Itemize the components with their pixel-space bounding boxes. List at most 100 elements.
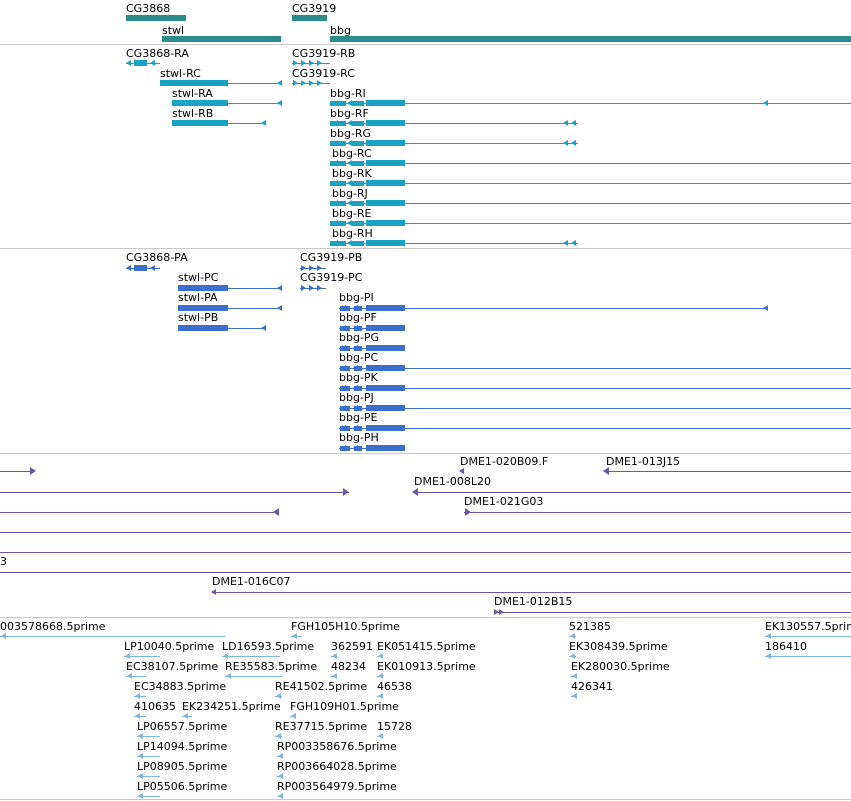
- exon-block[interactable]: [172, 100, 228, 106]
- feature-label: FGH109H01.5prime: [290, 700, 399, 713]
- exon-block[interactable]: [366, 200, 405, 206]
- exon-block[interactable]: [352, 120, 364, 126]
- exon-block[interactable]: [330, 200, 346, 206]
- exon-block[interactable]: [352, 240, 364, 246]
- exon-block[interactable]: [330, 240, 346, 246]
- left-arrow-icon: [347, 180, 352, 186]
- exon-block[interactable]: [352, 200, 364, 206]
- left-arrow-icon: [378, 673, 383, 679]
- exon-block[interactable]: [354, 445, 362, 451]
- intron-line: [330, 103, 851, 104]
- exon-block[interactable]: [160, 80, 228, 86]
- exon-block[interactable]: [178, 285, 228, 291]
- feature-label: bbg-PI: [339, 291, 374, 304]
- exon-block[interactable]: [366, 365, 405, 371]
- right-arrow-icon: [499, 609, 504, 615]
- exon-block[interactable]: [366, 305, 405, 311]
- left-arrow-icon: [291, 713, 296, 719]
- exon-block[interactable]: [126, 15, 186, 21]
- exon-block[interactable]: [366, 100, 405, 106]
- left-arrow-icon: [570, 633, 575, 639]
- exon-block[interactable]: [354, 365, 362, 371]
- exon-block[interactable]: [354, 425, 362, 431]
- left-arrow-icon: [571, 240, 576, 246]
- intron-line: [414, 492, 851, 493]
- feature-label: 15728: [377, 720, 412, 733]
- exon-block[interactable]: [366, 405, 405, 411]
- left-arrow-icon: [277, 100, 282, 106]
- feature-label: LP06557.5prime: [137, 720, 228, 733]
- exon-block[interactable]: [366, 385, 405, 391]
- left-arrow-icon: [333, 200, 338, 206]
- exon-block[interactable]: [330, 36, 851, 42]
- exon-block[interactable]: [330, 100, 346, 106]
- right-arrow-icon: [343, 488, 349, 496]
- exon-block[interactable]: [366, 160, 405, 166]
- exon-block[interactable]: [366, 240, 405, 246]
- exon-block[interactable]: [330, 120, 346, 126]
- left-arrow-icon: [766, 653, 771, 659]
- left-arrow-icon: [138, 753, 143, 759]
- exon-block[interactable]: [366, 425, 405, 431]
- exon-block[interactable]: [352, 220, 364, 226]
- exon-block[interactable]: [162, 36, 281, 42]
- exon-block[interactable]: [172, 120, 228, 126]
- left-arrow-icon: [572, 673, 577, 679]
- feature-label: bbg-PH: [339, 431, 379, 444]
- left-arrow-icon: [278, 773, 283, 779]
- left-arrow-icon: [341, 445, 346, 451]
- track-separator: [0, 453, 851, 454]
- left-arrow-icon: [378, 653, 383, 659]
- intron-line: [225, 676, 282, 677]
- intron-line: [212, 592, 851, 593]
- exon-block[interactable]: [330, 160, 346, 166]
- exon-block[interactable]: [366, 345, 405, 351]
- exon-block[interactable]: [354, 305, 362, 311]
- exon-block[interactable]: [352, 140, 364, 146]
- exon-block[interactable]: [178, 305, 228, 311]
- left-arrow-icon: [341, 325, 346, 331]
- exon-block[interactable]: [366, 325, 405, 331]
- exon-block[interactable]: [330, 180, 346, 186]
- exon-block[interactable]: [330, 140, 346, 146]
- exon-block[interactable]: [134, 60, 147, 66]
- exon-block[interactable]: [366, 120, 405, 126]
- left-arrow-icon: [353, 345, 358, 351]
- feature-label: 3: [0, 555, 7, 568]
- exon-block[interactable]: [354, 405, 362, 411]
- feature-label: bbg-RH: [332, 227, 373, 240]
- exon-block[interactable]: [352, 100, 364, 106]
- feature-label: RP003564979.5prime: [277, 780, 397, 793]
- exon-block[interactable]: [134, 265, 147, 271]
- intron-line: [765, 656, 851, 657]
- left-arrow-icon: [341, 405, 346, 411]
- exon-block[interactable]: [366, 220, 405, 226]
- exon-block[interactable]: [330, 220, 346, 226]
- right-arrow-icon: [309, 285, 314, 291]
- feature-label: stwl-PB: [178, 311, 219, 324]
- exon-block[interactable]: [366, 180, 405, 186]
- left-arrow-icon: [347, 100, 352, 106]
- left-arrow-icon: [277, 305, 282, 311]
- exon-block[interactable]: [354, 385, 362, 391]
- exon-block[interactable]: [352, 180, 364, 186]
- right-arrow-icon: [317, 265, 322, 271]
- exon-block[interactable]: [366, 140, 405, 146]
- intron-line: [134, 716, 146, 717]
- intron-line: [228, 103, 280, 104]
- feature-label: 521385: [569, 620, 611, 633]
- exon-block[interactable]: [354, 345, 362, 351]
- left-arrow-icon: [353, 305, 358, 311]
- intron-line: [126, 676, 146, 677]
- left-arrow-icon: [341, 345, 346, 351]
- intron-line: [339, 368, 851, 369]
- left-arrow-icon: [277, 285, 282, 291]
- exon-block[interactable]: [352, 160, 364, 166]
- exon-block[interactable]: [178, 325, 228, 331]
- left-arrow-icon: [135, 693, 140, 699]
- exon-block[interactable]: [366, 445, 405, 451]
- left-arrow-icon: [412, 488, 418, 496]
- exon-block[interactable]: [292, 15, 327, 21]
- exon-block[interactable]: [354, 325, 362, 331]
- left-arrow-icon: [278, 793, 283, 799]
